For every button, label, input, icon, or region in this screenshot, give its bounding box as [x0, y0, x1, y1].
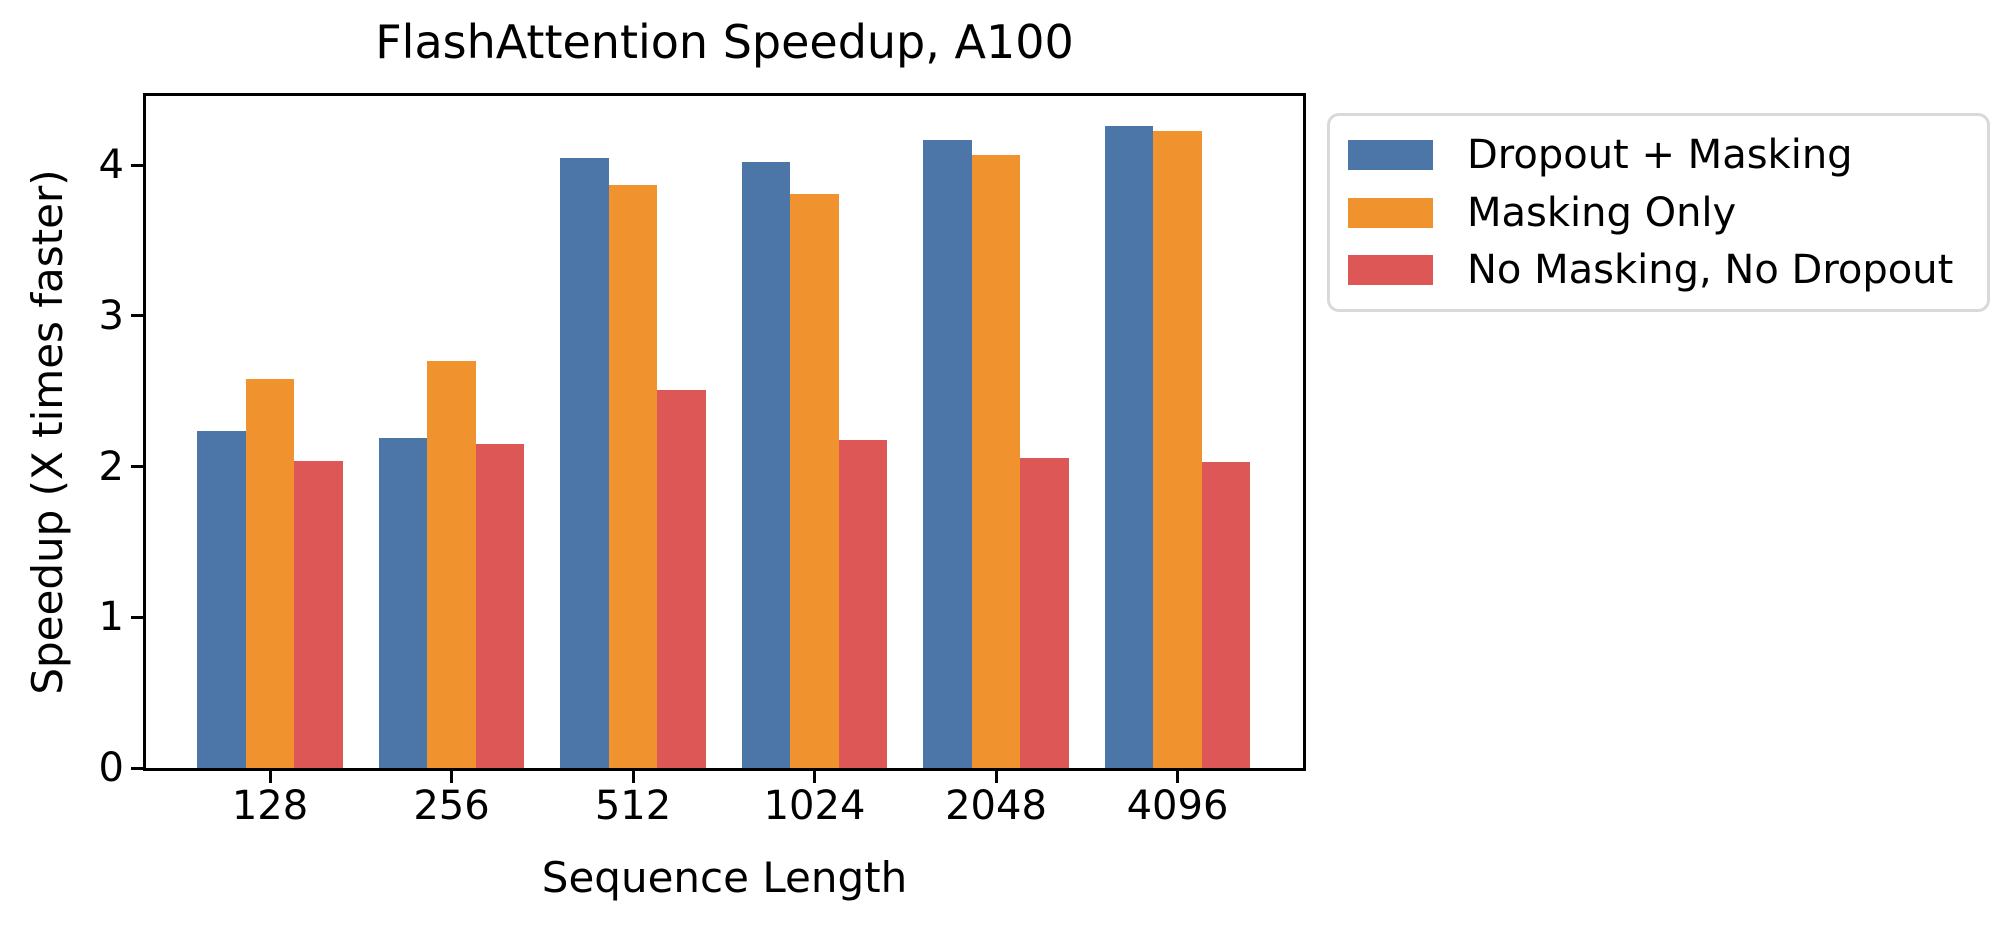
- y-tick-mark: [131, 766, 143, 770]
- legend-label: Dropout + Masking: [1467, 132, 1853, 179]
- x-tick-label: 2048: [945, 783, 1047, 829]
- bar: [378, 438, 428, 768]
- plot-area: 0 1 2 3 4 128 256 512 1024 2048 4096: [99, 93, 1306, 829]
- y-tick-label: 1: [98, 594, 124, 641]
- y-tick-mark: [131, 314, 143, 318]
- legend-label: No Masking, No Dropout: [1467, 246, 1954, 293]
- chart-title: FlashAttention Speedup, A100: [375, 15, 1074, 69]
- bar: [608, 184, 658, 768]
- x-tick-label: 1024: [763, 783, 866, 829]
- y-tick-mark: [131, 615, 143, 619]
- legend-item: No Masking, No Dropout: [1348, 246, 1977, 294]
- x-tick-label: 128: [231, 783, 309, 829]
- y-tick-mark: [131, 163, 143, 167]
- bar: [1104, 126, 1154, 768]
- x-tick-mark: [268, 771, 272, 783]
- bar: [294, 460, 343, 768]
- bar: [427, 361, 476, 768]
- x-tick-mark: [631, 771, 635, 783]
- legend-swatch: [1348, 197, 1433, 228]
- bar: [560, 157, 609, 768]
- bar: [790, 193, 839, 768]
- bar: [475, 444, 525, 768]
- bar: [1201, 462, 1251, 768]
- y-tick-label: 4: [98, 142, 124, 189]
- bar: [741, 162, 791, 768]
- bar: [657, 389, 706, 768]
- x-tick-mark: [1176, 771, 1179, 783]
- x-axis-label: Sequence Length: [541, 853, 908, 902]
- bar: [245, 379, 295, 768]
- x-tick-mark: [994, 771, 998, 783]
- bar: [923, 139, 972, 768]
- y-tick-label: 0: [98, 745, 124, 791]
- x-tick-mark: [450, 771, 453, 783]
- legend-item: Dropout + Masking: [1348, 131, 1977, 179]
- legend-item: Masking Only: [1348, 189, 1977, 237]
- bar: [1020, 457, 1069, 768]
- bar: [197, 430, 246, 768]
- x-tick-mark: [813, 771, 816, 783]
- x-tick-label: 256: [413, 783, 490, 829]
- y-tick-label: 3: [98, 292, 124, 339]
- legend-label: Masking Only: [1467, 189, 1737, 236]
- legend: Dropout + Masking Masking Only No Masking,…: [1327, 113, 1990, 312]
- legend-swatch: [1348, 140, 1433, 171]
- y-tick-mark: [131, 465, 143, 469]
- legend-swatch: [1348, 254, 1433, 285]
- x-tick-label: 4096: [1126, 783, 1229, 829]
- y-tick-label: 2: [98, 443, 124, 490]
- x-tick-label: 512: [594, 783, 672, 829]
- bar: [838, 439, 888, 768]
- bar: [1153, 130, 1202, 768]
- bar: [971, 154, 1021, 768]
